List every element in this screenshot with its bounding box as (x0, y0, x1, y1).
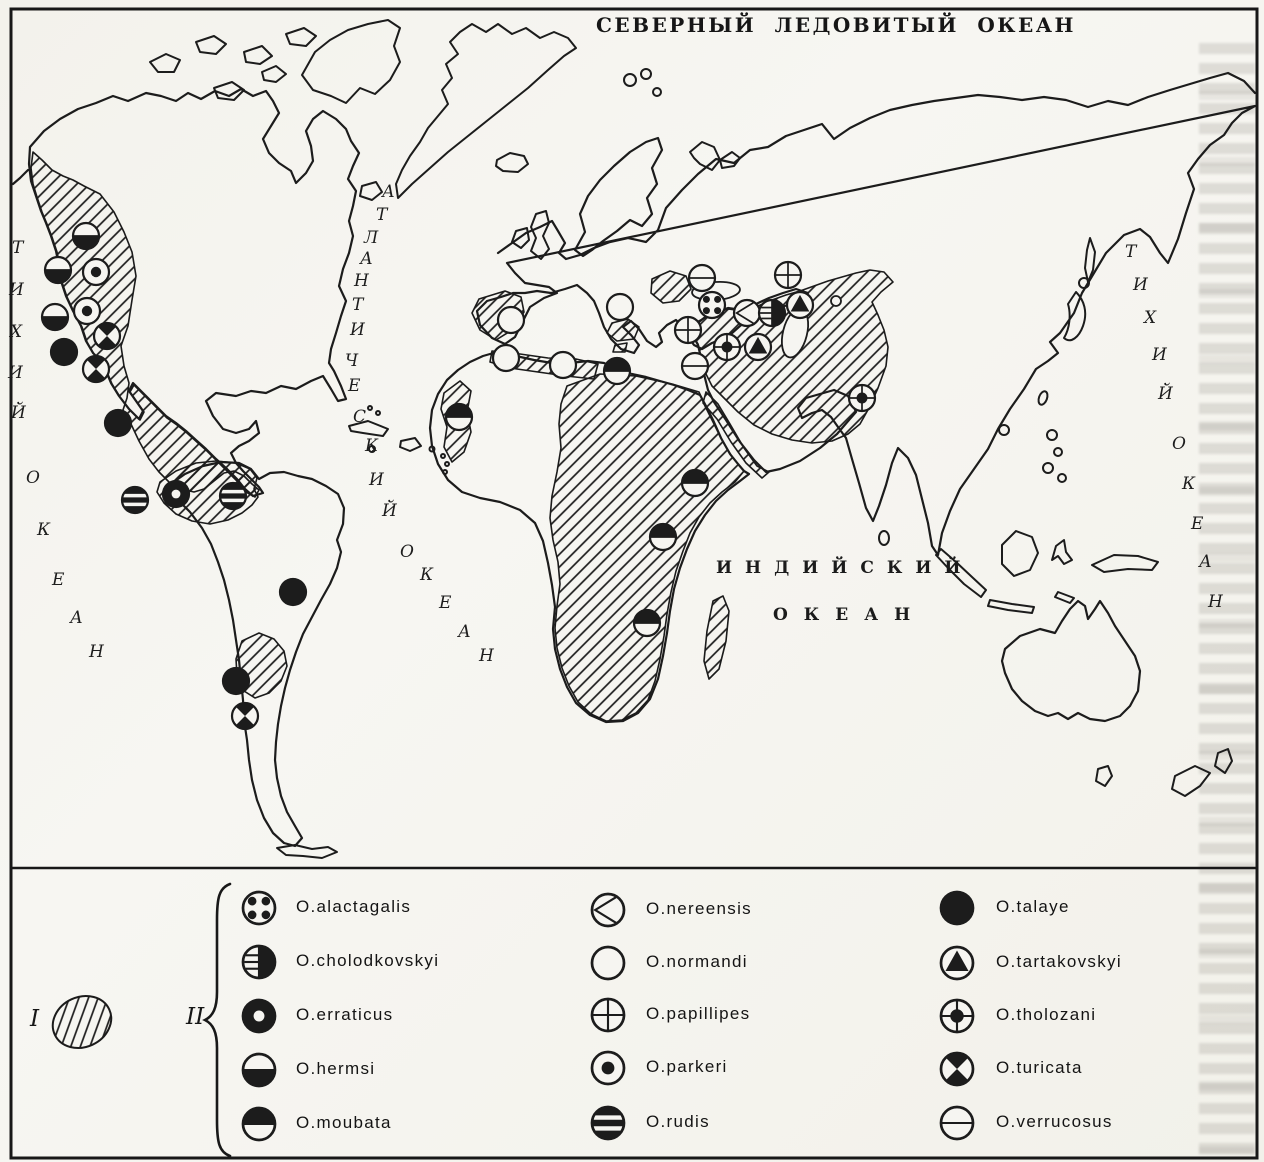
map-point-rudis-icon (120, 485, 150, 515)
map-point-talaye-icon (103, 408, 133, 438)
distribution-regions (30, 151, 894, 722)
map-point-normandi-icon (491, 343, 521, 373)
map-point-verrucosus-icon (680, 351, 710, 381)
map-point-symbols (40, 221, 877, 731)
map-point-verrucosus-icon (687, 263, 717, 293)
map-point-moubata-icon (680, 468, 710, 498)
legend-graphics (51, 882, 975, 1158)
map-point-normandi-icon (605, 292, 635, 322)
eurasia-coast (475, 71, 1257, 557)
south-america-coast (166, 460, 346, 848)
map-point-papillipes-icon (673, 315, 703, 345)
british-isles (511, 210, 550, 260)
legend-symbol-moubata-icon (241, 1106, 277, 1142)
sri-lanka (878, 530, 890, 546)
map-point-moubata-icon (632, 608, 662, 638)
legend-symbol-papillipes-icon (590, 997, 626, 1033)
greenland (301, 19, 577, 199)
islands (149, 19, 1233, 859)
map-point-hermsi-icon (40, 302, 70, 332)
new-zealand (1171, 748, 1233, 797)
legend-symbol-erraticus-icon (241, 998, 277, 1034)
map-point-talaye-icon (49, 337, 79, 367)
legend-symbol-parkeri-icon (590, 1050, 626, 1086)
legend-brace (202, 882, 232, 1158)
map-point-moubata-icon (648, 522, 678, 552)
north-america-coast (11, 87, 361, 498)
map-point-tartakovskyi-icon (743, 332, 773, 362)
map-point-rudis-icon (218, 481, 248, 511)
map-point-parkeri-icon (72, 296, 102, 326)
legend-symbol-talaye-icon (939, 890, 975, 926)
map-point-alactagalis-icon (697, 290, 727, 320)
map-point-papillipes-icon (773, 260, 803, 290)
map-point-parkeri-icon (81, 257, 111, 287)
map-point-erraticus-icon (161, 479, 191, 509)
legend-symbol-rudis-icon (590, 1105, 626, 1141)
scandinavia-coast (573, 136, 664, 258)
africa-coast (428, 350, 751, 724)
map-point-turicata-icon (81, 354, 111, 384)
map-point-moubata-icon (444, 402, 474, 432)
legend-symbol-tartakovskyi-icon (939, 945, 975, 981)
map-point-hermsi-icon (43, 255, 73, 285)
aral-sea (830, 295, 842, 307)
map-point-talaye-icon (278, 577, 308, 607)
legend-symbol-normandi-icon (590, 945, 626, 981)
legend-symbol-verrucosus-icon (939, 1105, 975, 1141)
indonesia (935, 530, 1159, 614)
legend-symbol-alactagalis-icon (241, 890, 277, 926)
legend-symbol-turicata-icon (939, 1051, 975, 1087)
map-point-cholodkovskyi-icon (757, 298, 787, 328)
region-madagascar (703, 595, 730, 680)
japan (1063, 237, 1096, 342)
australia-coast (1000, 599, 1142, 723)
map-point-normandi-icon (496, 305, 526, 335)
map-point-turicata-icon (230, 701, 260, 731)
caribbean (348, 420, 422, 452)
tasmania (1095, 765, 1113, 787)
map-point-talaye-icon (221, 666, 251, 696)
newfoundland (359, 181, 383, 201)
novaya-zemlya (689, 141, 741, 171)
region-balkans (650, 270, 692, 304)
map-point-normandi-icon (548, 350, 578, 380)
page-bleedthrough-texture (1199, 34, 1255, 1154)
legend-symbol-tholozani-icon (939, 998, 975, 1034)
figure-frame (9, 7, 1259, 1160)
legend-symbol-cholodkovskyi-icon (241, 944, 277, 980)
iceland (495, 152, 529, 173)
map-point-moubata-icon (602, 356, 632, 386)
map-point-tholozani-icon (712, 332, 742, 362)
legend-symbol-hermsi-icon (241, 1052, 277, 1088)
map-point-hermsi-icon (71, 221, 101, 251)
map-point-tholozani-icon (847, 383, 877, 413)
map-point-nereensis-icon (732, 298, 762, 328)
legend-symbols (241, 890, 975, 1142)
coastlines (11, 71, 1257, 848)
map-point-turicata-icon (92, 321, 122, 351)
tierra-del-fuego (276, 844, 338, 859)
map-point-tartakovskyi-icon (785, 290, 815, 320)
legend-area-sample (51, 995, 113, 1049)
legend-symbol-nereensis-icon (590, 892, 626, 928)
